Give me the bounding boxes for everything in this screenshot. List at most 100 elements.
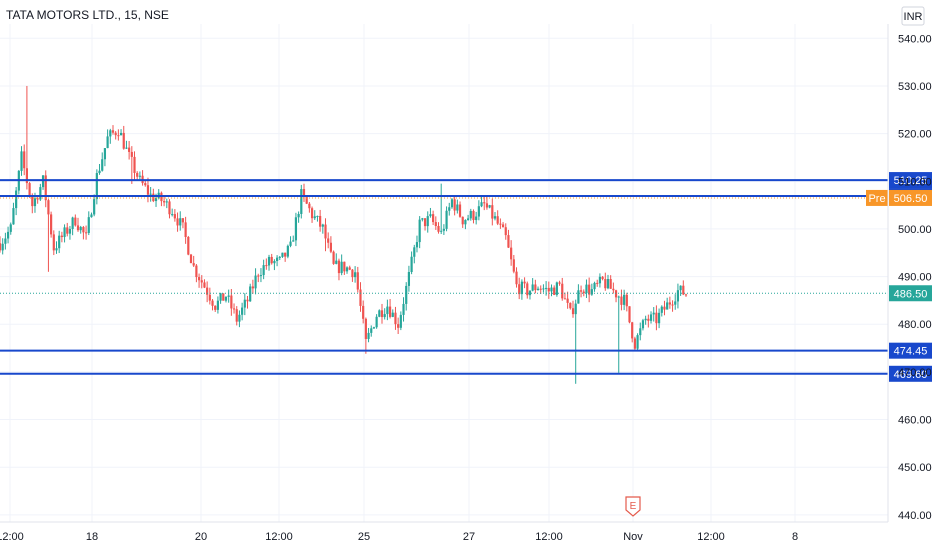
candle-body (41, 175, 45, 188)
candle-body (63, 227, 66, 238)
candle-body (375, 316, 378, 328)
candle-body (383, 314, 386, 318)
candle-body (458, 204, 462, 217)
y-tick-label: 450.00 (898, 462, 932, 474)
candle-body (370, 328, 373, 333)
candle-body (631, 322, 634, 339)
candle-body (273, 261, 276, 264)
candle-body (469, 210, 472, 219)
price-level-badge (889, 342, 932, 359)
candle-body (483, 202, 486, 204)
currency-button-frame (901, 6, 925, 26)
x-tick-label: 25 (358, 531, 370, 543)
candle-body (84, 232, 88, 234)
candle-body (372, 327, 376, 329)
candle-body (569, 302, 572, 309)
earnings-event-marker[interactable]: E (625, 496, 641, 517)
candle-body (20, 151, 23, 171)
candle-body (660, 306, 663, 313)
candle-body (324, 224, 327, 239)
candle-body (187, 237, 190, 255)
candle-body (173, 214, 176, 219)
candle-body (329, 242, 332, 252)
y-tick-label: 540.00 (898, 33, 932, 45)
candle-body (617, 296, 620, 298)
candle-body (192, 263, 195, 266)
candle-body (682, 285, 685, 295)
candle-body (146, 185, 150, 195)
candle-body (542, 288, 545, 290)
x-tick-label: 12:00 (535, 531, 563, 543)
candle-body (222, 293, 225, 301)
currency-button-label: INR (904, 11, 923, 23)
currency-button[interactable]: INR (901, 6, 925, 26)
candle-body (405, 285, 408, 304)
candle-body (200, 280, 203, 283)
candle-body (179, 218, 182, 226)
candle-body (76, 225, 80, 231)
candle-body (1, 243, 4, 251)
x-tick-label: 27 (463, 531, 475, 543)
candle-body (189, 254, 193, 264)
candle-body (203, 282, 206, 288)
candle-body (216, 300, 220, 310)
candle-body (534, 284, 537, 291)
candle-body (666, 302, 669, 310)
candle-body (219, 293, 222, 301)
candle-body (539, 288, 542, 290)
x-tick-label: 20 (195, 531, 207, 543)
candle-body (106, 136, 109, 149)
candle-body (477, 206, 480, 217)
price-level-badge (889, 365, 932, 382)
candle-body (577, 290, 580, 304)
candle-body (337, 260, 341, 274)
pre-market-tag: Pre (868, 193, 885, 205)
candle-body (149, 193, 152, 195)
candle-body (388, 306, 392, 317)
candle-body (286, 245, 289, 257)
x-tick-label: Nov (623, 531, 643, 543)
candle-body (649, 314, 653, 321)
candle-body (464, 219, 467, 225)
y-tick-label: 530.00 (898, 81, 932, 93)
x-tick-label: 12:00 (697, 531, 725, 543)
candle-body (101, 159, 104, 171)
candle-body (628, 306, 631, 323)
candle-body (410, 256, 413, 273)
event-marker-shape (625, 496, 641, 517)
y-tick-label: 460.00 (898, 415, 932, 427)
candle-body (206, 287, 209, 295)
candle-body (563, 298, 567, 300)
candle-body (109, 130, 112, 137)
candle-body (55, 248, 58, 251)
candle-body (512, 259, 515, 272)
x-tick-label: 12:00 (0, 531, 24, 543)
candle-body (302, 189, 306, 197)
candle-body (232, 308, 236, 310)
candle-body (657, 312, 661, 324)
candle-body (103, 148, 107, 160)
candle-body (359, 289, 362, 306)
candle-body (507, 235, 510, 248)
candle-body (625, 294, 628, 307)
candle-body (208, 294, 211, 301)
candle-body (614, 290, 618, 298)
candle-body (278, 256, 281, 258)
candle-body (472, 210, 475, 221)
candle-body (550, 287, 553, 292)
candle-body (480, 202, 483, 207)
candle-body (380, 310, 384, 318)
candle-body (501, 224, 505, 228)
candle-body (499, 223, 502, 225)
price-level-badge (889, 172, 932, 189)
candle-body (33, 198, 37, 207)
candle-body (555, 282, 558, 295)
candle-body (47, 200, 50, 215)
candle-body (313, 216, 316, 219)
candle-body (606, 279, 610, 289)
candle-body (652, 312, 655, 315)
candle-body (598, 276, 602, 284)
candle-body (450, 199, 454, 208)
